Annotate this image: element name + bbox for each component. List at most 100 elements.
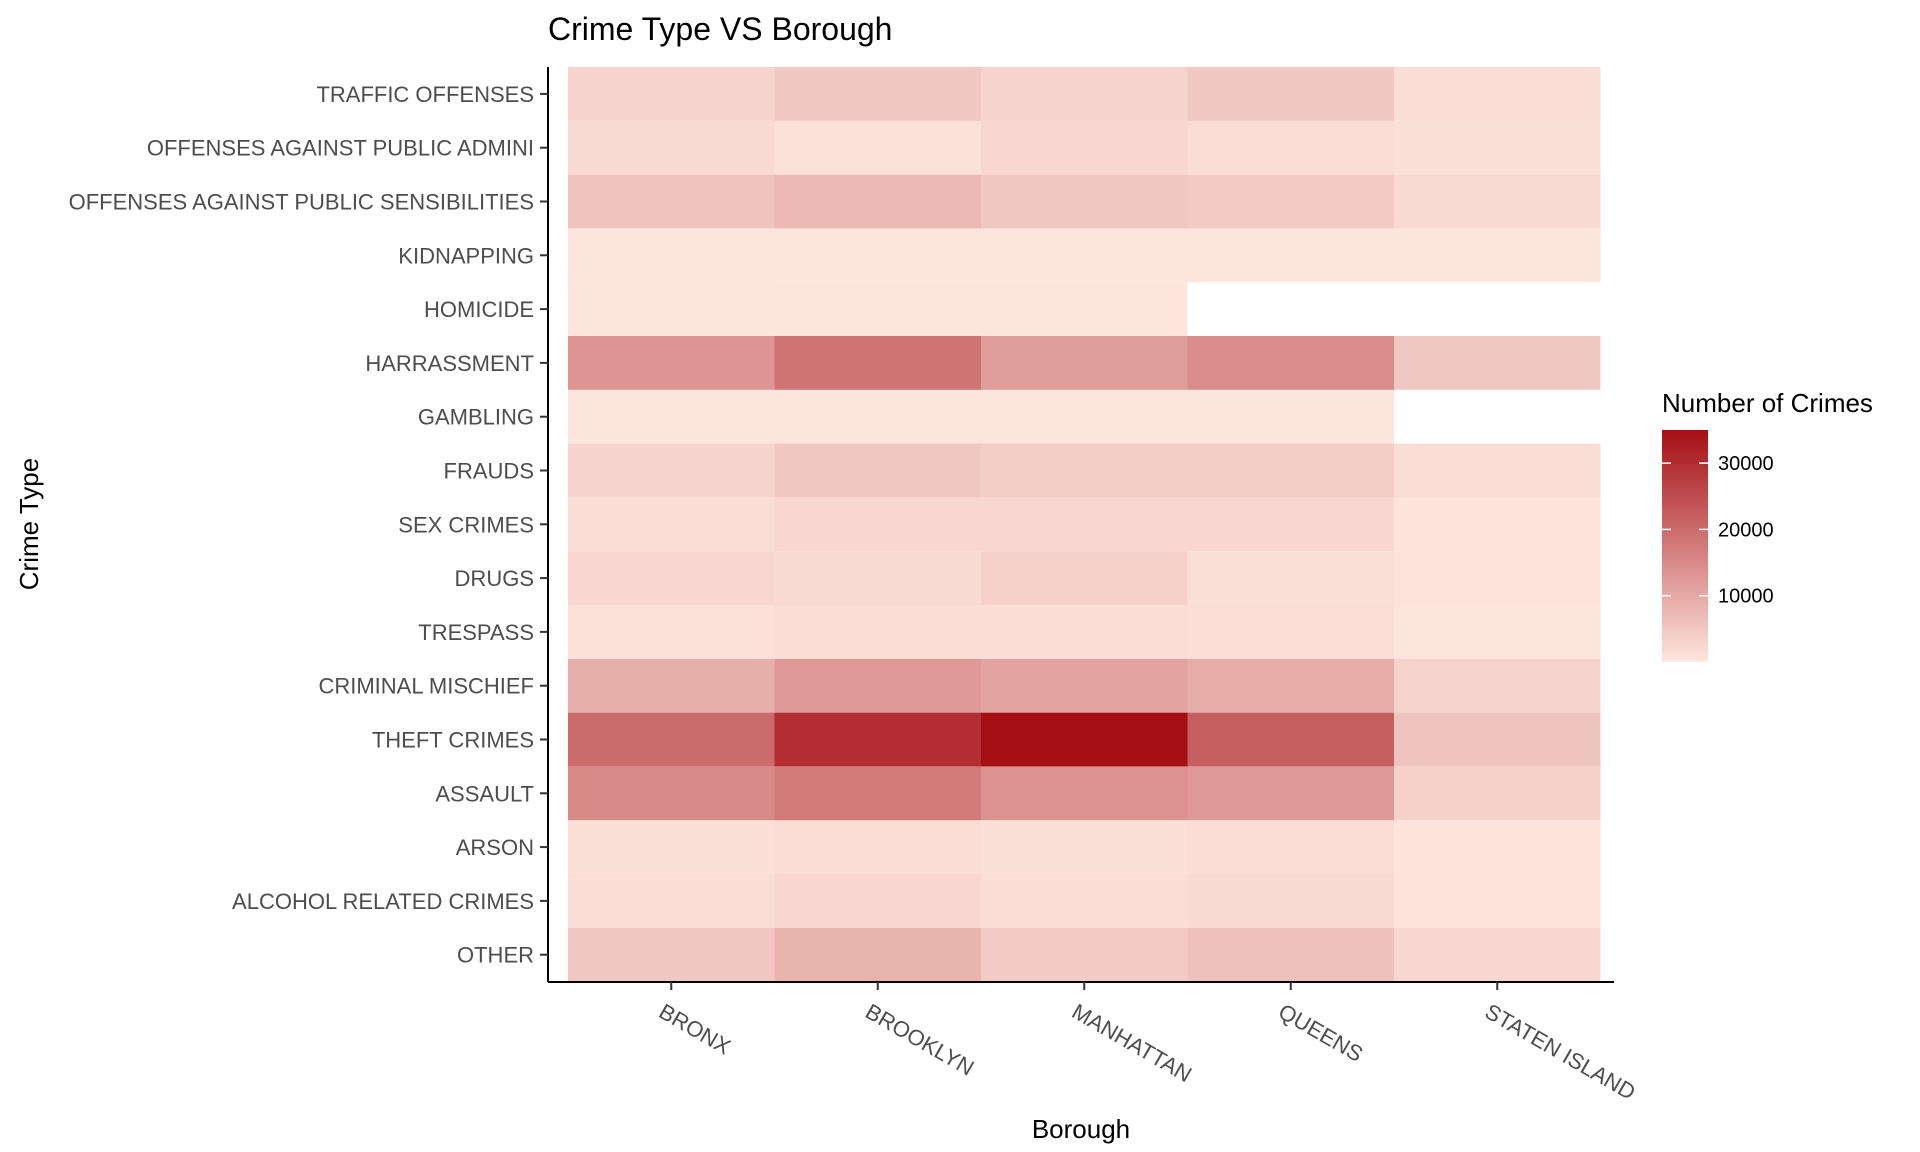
x-axis-title: Borough (1032, 1114, 1130, 1144)
y-tick-label: TRAFFIC OFFENSES (316, 82, 534, 107)
x-tick-label: BRONX (655, 999, 736, 1060)
heatmap-cell (774, 282, 981, 336)
y-tick-label: ALCOHOL RELATED CRIMES (232, 889, 534, 914)
heatmap-cell (981, 497, 1188, 552)
y-tick-label: TRESPASS (418, 620, 534, 645)
heatmap-cell (774, 443, 981, 498)
heatmap-cell (981, 874, 1188, 928)
heatmap-cell (981, 551, 1188, 605)
heatmap-cell (1394, 174, 1601, 229)
heatmap-cell (1187, 497, 1394, 552)
heatmap-cell (981, 605, 1188, 659)
y-tick-label: FRAUDS (444, 459, 534, 484)
heatmap-cell (1394, 228, 1601, 283)
heatmap-cell (774, 820, 981, 874)
heatmap-cell (1187, 336, 1394, 390)
heatmap-cell (1187, 67, 1394, 121)
heatmap-cell (1394, 443, 1601, 498)
y-tick-label: OTHER (457, 943, 534, 968)
heatmap-cell (568, 874, 775, 928)
heatmap-cell (774, 67, 981, 121)
heatmap-cell (981, 336, 1188, 390)
heatmap-cell (1394, 766, 1601, 821)
heatmap-cell (774, 228, 981, 283)
x-axis-ticks: BRONX BROOKLYN MANHATTAN QUEENS STATEN ISLAN… (655, 982, 1640, 1105)
legend-tick-label: 10000 (1718, 586, 1774, 608)
heatmap-cell (1187, 443, 1394, 498)
heatmap-cell (1394, 874, 1601, 928)
heatmap-cell (1394, 658, 1601, 713)
y-tick-label: THEFT CRIMES (372, 728, 534, 753)
heatmap-cell (568, 443, 775, 498)
heatmap-cell (1394, 120, 1601, 175)
heatmap-cell (1394, 497, 1601, 552)
heatmap-cell (1394, 605, 1601, 659)
heatmap-cell (774, 336, 981, 390)
heatmap-cell (774, 174, 981, 229)
heatmap-cell (1187, 174, 1394, 229)
x-tick-label: QUEENS (1274, 999, 1367, 1067)
legend-title: Number of Crimes (1662, 388, 1873, 418)
heatmap-cell (568, 497, 775, 552)
heatmap-cell (981, 443, 1188, 498)
y-tick-label: ARSON (456, 835, 534, 860)
y-axis-ticks: OTHER ALCOHOL RELATED CRIMES ARSON ASSAULT T… (69, 82, 548, 968)
heatmap-cell (568, 658, 775, 713)
heatmap-cell (774, 551, 981, 605)
legend-colorbar (1662, 430, 1708, 662)
x-tick-label: BROOKLYN (861, 999, 978, 1081)
heatmap-cell (568, 766, 775, 821)
y-tick-label: KIDNAPPING (398, 243, 534, 268)
heatmap-cell (1187, 874, 1394, 928)
heatmap-cell (774, 712, 981, 767)
heatmap-cell (774, 658, 981, 713)
heatmap-cell (1394, 712, 1601, 767)
heatmap-cell (568, 282, 775, 336)
y-tick-label: GAMBLING (418, 405, 534, 430)
legend-ticks: 10000 20000 30000 (1662, 453, 1774, 608)
heatmap-cell (568, 120, 775, 175)
heatmap-cell (981, 820, 1188, 874)
heatmap-cell (981, 658, 1188, 713)
chart-title: Crime Type VS Borough (548, 11, 892, 47)
heatmap-cell (774, 120, 981, 175)
x-tick-label: STATEN ISLAND (1481, 999, 1640, 1105)
heatmap-cell (774, 927, 981, 982)
y-tick-label: OFFENSES AGAINST PUBLIC ADMINI (147, 136, 534, 161)
legend-tick-label: 30000 (1718, 453, 1774, 475)
heatmap-cell (1187, 228, 1394, 283)
heatmap-cell (568, 67, 775, 121)
heatmap-cell (1394, 336, 1601, 390)
heatmap-cell (1187, 766, 1394, 821)
heatmap-cell (568, 389, 775, 444)
y-tick-label: CRIMINAL MISCHIEF (318, 674, 534, 699)
heatmap-cell (568, 820, 775, 874)
heatmap-cell (774, 766, 981, 821)
heatmap-cell (1394, 551, 1601, 605)
heatmap-cell (981, 282, 1188, 336)
heatmap-cell (774, 389, 981, 444)
heatmap-cell (981, 120, 1188, 175)
heatmap-cell (774, 605, 981, 659)
heatmap-cell (981, 228, 1188, 283)
y-tick-label: ASSAULT (435, 781, 534, 806)
x-tick-label: MANHATTAN (1068, 999, 1196, 1087)
heatmap-cell (774, 874, 981, 928)
heatmap-cell (1394, 820, 1601, 874)
heatmap-cell (981, 712, 1188, 767)
heatmap-cell (1394, 927, 1601, 982)
heatmap-cell (1187, 389, 1394, 444)
heatmap-cell (774, 497, 981, 552)
y-tick-label: DRUGS (455, 566, 534, 591)
y-tick-label: HARRASSMENT (365, 351, 534, 376)
heatmap-cell (1187, 551, 1394, 605)
heatmap-cell (1187, 658, 1394, 713)
y-tick-label: OFFENSES AGAINST PUBLIC SENSIBILITIES (69, 190, 534, 215)
y-tick-label: HOMICIDE (424, 297, 534, 322)
heatmap-cell (1187, 820, 1394, 874)
heatmap-cell (981, 174, 1188, 229)
heatmap-cell (568, 174, 775, 229)
heatmap-cell (568, 228, 775, 283)
